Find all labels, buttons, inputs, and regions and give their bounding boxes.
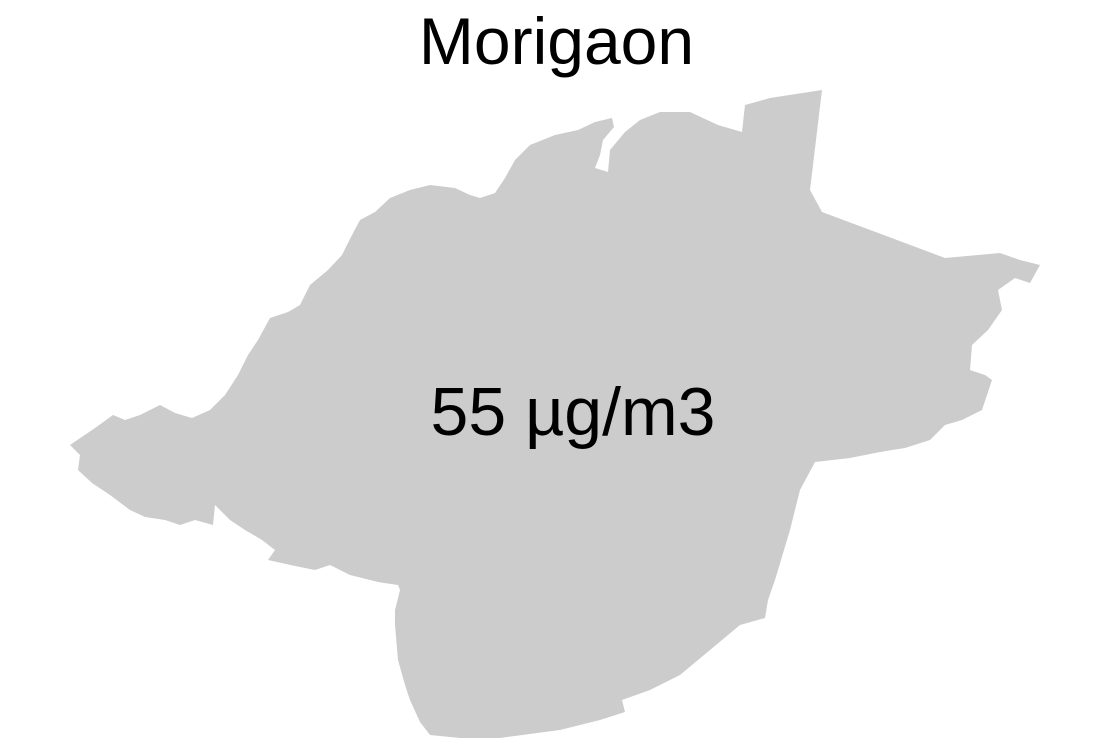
district-shape-morigaon: [70, 90, 1040, 738]
map-title: Morigaon: [418, 4, 695, 78]
pm-value-label: 55 µg/m3: [430, 374, 716, 450]
